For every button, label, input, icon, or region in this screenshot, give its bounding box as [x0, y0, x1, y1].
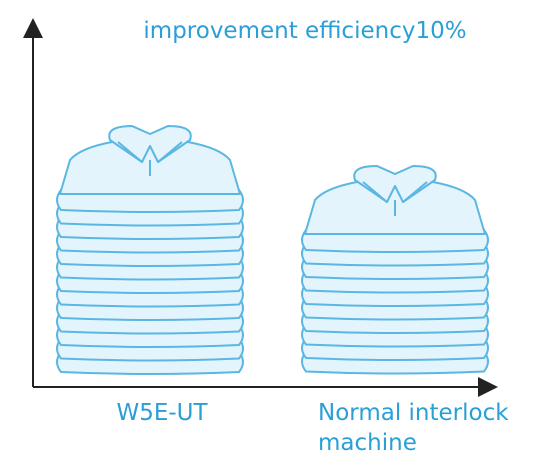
shirt-stack — [57, 126, 243, 374]
body: improvement efficiency10% W5E-UT Normal … — [0, 0, 547, 461]
page: {"title": "improvement efficiency10%", "… — [0, 0, 547, 461]
shirt-stack — [302, 166, 488, 374]
group-label: W5E-UT — [116, 400, 208, 426]
group-label: machine — [318, 430, 417, 456]
group-label: Normal interlock — [318, 400, 509, 426]
title: improvement efficiency10% — [143, 18, 466, 44]
diagram: improvement efficiency10% W5E-UT Normal … — [0, 0, 547, 461]
